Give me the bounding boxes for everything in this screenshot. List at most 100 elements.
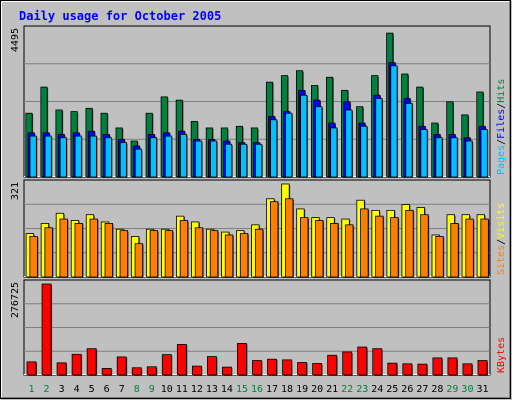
chart-panels: 4495Pages/Files/Hits321Sites/Visits27672…	[10, 25, 507, 376]
bar-face	[56, 362, 67, 376]
legend-entry: Pages	[496, 145, 507, 175]
bar-face	[194, 140, 203, 178]
x-tick-label: 28	[431, 384, 443, 395]
bar-face	[149, 230, 159, 278]
bar-kbytes	[176, 344, 188, 376]
bar-face	[270, 119, 278, 178]
x-tick-label: 3	[59, 384, 65, 395]
bar-pages	[285, 112, 293, 178]
bar-kbytes	[86, 348, 98, 376]
bar-face	[297, 362, 308, 376]
bar-face	[59, 137, 67, 178]
bar-face	[390, 65, 398, 178]
bar-kbytes	[41, 283, 53, 376]
bar-face	[450, 137, 458, 178]
bar-sites	[224, 234, 234, 278]
bar-face	[89, 135, 97, 178]
bar-face	[402, 363, 413, 376]
panel-legend-visits: Sites/Visits	[496, 203, 507, 275]
bar-kbytes	[267, 358, 278, 376]
bar-face	[285, 112, 293, 178]
bar-kbytes	[237, 343, 248, 376]
bar-face	[101, 368, 112, 376]
bar-face	[447, 357, 458, 376]
x-tick-label: 12	[191, 384, 203, 395]
bar-sites	[450, 223, 460, 278]
bar-face	[435, 236, 444, 278]
x-tick-label: 13	[206, 384, 218, 395]
bar-sites	[194, 227, 204, 278]
bar-sites	[104, 223, 114, 278]
panel-legend-hits: Pages/Files/Hits	[496, 79, 507, 175]
bar-face	[267, 358, 277, 376]
panel-kbytes: 276725 KBytes	[10, 279, 507, 376]
bar-pages	[330, 127, 338, 178]
bar-face	[269, 201, 279, 278]
bar-kbytes	[327, 354, 338, 376]
panel-visits: 321 Sites/Visits	[10, 179, 507, 278]
bar-face	[179, 220, 189, 278]
bar-kbytes	[477, 360, 488, 376]
bar-face	[116, 356, 127, 376]
bar-kbytes	[252, 360, 263, 376]
bar-kbytes	[71, 353, 83, 376]
bar-face	[465, 140, 473, 178]
bar-sites	[300, 217, 309, 278]
bar-pages	[164, 135, 173, 178]
bar-pages	[435, 137, 444, 178]
bar-pages	[345, 109, 354, 178]
bar-sites	[29, 236, 39, 278]
bar-pages	[270, 119, 278, 178]
bar-face	[252, 360, 262, 376]
bar-face	[327, 354, 338, 376]
bar-sites	[465, 218, 475, 278]
bar-face	[191, 365, 202, 376]
bar-kbytes	[372, 348, 383, 376]
bar-kbytes	[131, 367, 143, 376]
bar-face	[222, 366, 232, 376]
x-axis-labels: 1 2 3 4 5 6 7 8 9 10 11 12 13 14 15 16 17 18 19 20 21 22 23 24 2…	[29, 384, 489, 395]
panel-max-label-kbytes: 276725	[10, 282, 21, 318]
legend-entry: KBytes	[496, 337, 507, 373]
bar-face	[300, 217, 309, 278]
bar-sites	[44, 227, 54, 278]
bar-sites	[435, 236, 445, 278]
bar-pages	[59, 137, 68, 178]
bar-kbytes	[161, 354, 173, 376]
bar-face	[131, 367, 142, 376]
bar-pages	[104, 137, 113, 178]
bar-kbytes	[342, 351, 353, 376]
bar-sites	[239, 233, 249, 278]
bar-sites	[119, 230, 129, 278]
legend-text-kbytes: KBytes	[496, 337, 507, 373]
x-tick-label: 24	[371, 384, 383, 395]
x-tick-label: 17	[266, 384, 278, 395]
x-tick-label: 27	[416, 384, 428, 395]
bar-face	[285, 198, 294, 278]
bar-kbytes	[101, 368, 113, 376]
bar-pages	[480, 129, 489, 178]
bar-face	[360, 208, 369, 278]
bar-face	[405, 209, 414, 278]
bar-face	[74, 223, 83, 278]
x-tick-label: 7	[119, 384, 125, 395]
bar-pages	[450, 137, 459, 178]
bar-face	[480, 129, 488, 178]
bar-sites	[390, 217, 400, 278]
x-tick-label: 8	[134, 384, 140, 395]
bar-pages	[209, 140, 218, 178]
bar-face	[164, 230, 174, 278]
bar-face	[435, 137, 443, 178]
x-tick-label: 21	[326, 384, 338, 395]
bar-pages	[89, 135, 98, 178]
bar-sites	[420, 214, 430, 278]
bar-pages	[134, 148, 143, 178]
bar-kbytes	[402, 363, 413, 376]
legend-entry: Sites	[496, 245, 507, 275]
legend-separator: /	[496, 239, 507, 245]
bar-pages	[255, 143, 263, 178]
bar-face	[312, 363, 323, 376]
bar-face	[387, 362, 398, 376]
bar-kbytes	[417, 363, 428, 376]
